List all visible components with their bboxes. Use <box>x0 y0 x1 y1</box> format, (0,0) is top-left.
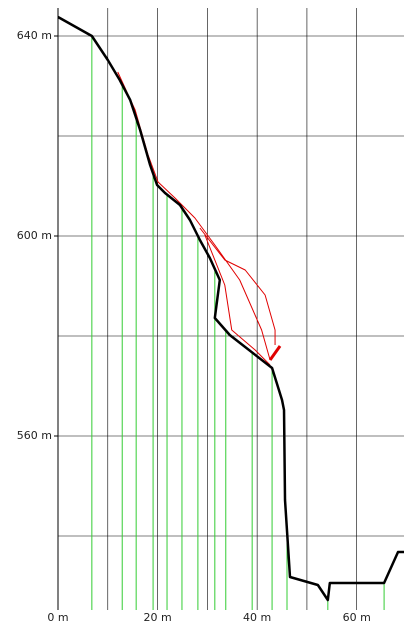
y-tick-label: 600 m <box>17 229 52 242</box>
y-tick-label: 560 m <box>17 429 52 442</box>
x-tick-label: 60 m <box>343 611 371 624</box>
x-tick-label: 40 m <box>243 611 271 624</box>
x-tick-label: 20 m <box>143 611 171 624</box>
trajectory <box>268 345 282 361</box>
terrain-profile <box>57 15 404 602</box>
trajectory <box>199 227 276 345</box>
x-tick-label: 0 m <box>47 611 68 624</box>
trajectory <box>117 71 271 361</box>
y-tick-label: 640 m <box>17 29 52 42</box>
trajectory <box>204 234 271 366</box>
